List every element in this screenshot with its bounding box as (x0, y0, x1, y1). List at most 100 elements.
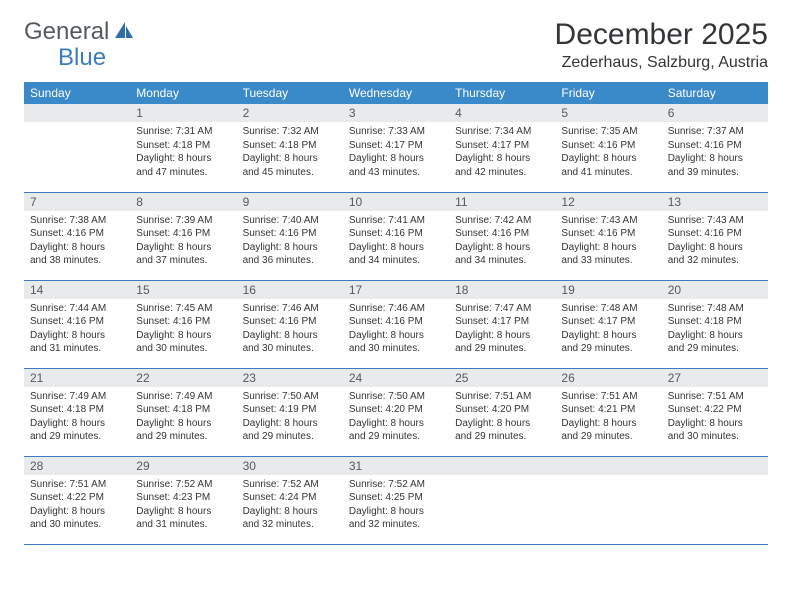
calendar-cell: 11Sunrise: 7:42 AMSunset: 4:16 PMDayligh… (449, 192, 555, 280)
day-number: 22 (130, 369, 236, 387)
day-content: Sunrise: 7:39 AMSunset: 4:16 PMDaylight:… (130, 211, 236, 272)
day-content: Sunrise: 7:31 AMSunset: 4:18 PMDaylight:… (130, 122, 236, 183)
weekday-header: Monday (130, 82, 236, 104)
location-text: Zederhaus, Salzburg, Austria (555, 54, 768, 72)
logo: General Blue (24, 18, 137, 46)
day-content: Sunrise: 7:46 AMSunset: 4:16 PMDaylight:… (237, 299, 343, 360)
calendar-cell: 6Sunrise: 7:37 AMSunset: 4:16 PMDaylight… (662, 104, 768, 192)
empty-daynum (449, 457, 555, 475)
title-block: December 2025 Zederhaus, Salzburg, Austr… (555, 18, 768, 72)
day-content: Sunrise: 7:52 AMSunset: 4:25 PMDaylight:… (343, 475, 449, 536)
calendar-cell: 25Sunrise: 7:51 AMSunset: 4:20 PMDayligh… (449, 368, 555, 456)
calendar-cell (662, 456, 768, 544)
calendar-cell: 30Sunrise: 7:52 AMSunset: 4:24 PMDayligh… (237, 456, 343, 544)
day-number: 25 (449, 369, 555, 387)
calendar-cell: 22Sunrise: 7:49 AMSunset: 4:18 PMDayligh… (130, 368, 236, 456)
calendar-row: 1Sunrise: 7:31 AMSunset: 4:18 PMDaylight… (24, 104, 768, 192)
weekday-header: Friday (555, 82, 661, 104)
calendar-cell: 7Sunrise: 7:38 AMSunset: 4:16 PMDaylight… (24, 192, 130, 280)
calendar-cell (449, 456, 555, 544)
day-number: 10 (343, 193, 449, 211)
calendar-row: 14Sunrise: 7:44 AMSunset: 4:16 PMDayligh… (24, 280, 768, 368)
calendar-cell: 8Sunrise: 7:39 AMSunset: 4:16 PMDaylight… (130, 192, 236, 280)
day-number: 20 (662, 281, 768, 299)
day-content: Sunrise: 7:38 AMSunset: 4:16 PMDaylight:… (24, 211, 130, 272)
calendar-cell: 17Sunrise: 7:46 AMSunset: 4:16 PMDayligh… (343, 280, 449, 368)
day-number: 1 (130, 104, 236, 122)
calendar-cell: 23Sunrise: 7:50 AMSunset: 4:19 PMDayligh… (237, 368, 343, 456)
day-number: 28 (24, 457, 130, 475)
calendar-cell: 24Sunrise: 7:50 AMSunset: 4:20 PMDayligh… (343, 368, 449, 456)
day-content: Sunrise: 7:37 AMSunset: 4:16 PMDaylight:… (662, 122, 768, 183)
day-number: 8 (130, 193, 236, 211)
calendar-row: 21Sunrise: 7:49 AMSunset: 4:18 PMDayligh… (24, 368, 768, 456)
calendar-cell: 31Sunrise: 7:52 AMSunset: 4:25 PMDayligh… (343, 456, 449, 544)
day-number: 18 (449, 281, 555, 299)
day-number: 12 (555, 193, 661, 211)
day-content: Sunrise: 7:49 AMSunset: 4:18 PMDaylight:… (130, 387, 236, 448)
day-content: Sunrise: 7:47 AMSunset: 4:17 PMDaylight:… (449, 299, 555, 360)
day-content: Sunrise: 7:40 AMSunset: 4:16 PMDaylight:… (237, 211, 343, 272)
calendar-cell: 2Sunrise: 7:32 AMSunset: 4:18 PMDaylight… (237, 104, 343, 192)
empty-daynum (24, 104, 130, 122)
day-number: 14 (24, 281, 130, 299)
header: General Blue December 2025 Zederhaus, Sa… (24, 18, 768, 72)
day-content: Sunrise: 7:32 AMSunset: 4:18 PMDaylight:… (237, 122, 343, 183)
day-number: 16 (237, 281, 343, 299)
day-content: Sunrise: 7:51 AMSunset: 4:22 PMDaylight:… (24, 475, 130, 536)
day-number: 21 (24, 369, 130, 387)
calendar-cell: 20Sunrise: 7:48 AMSunset: 4:18 PMDayligh… (662, 280, 768, 368)
calendar-cell: 18Sunrise: 7:47 AMSunset: 4:17 PMDayligh… (449, 280, 555, 368)
weekday-header: Tuesday (237, 82, 343, 104)
calendar-cell: 29Sunrise: 7:52 AMSunset: 4:23 PMDayligh… (130, 456, 236, 544)
calendar-cell: 12Sunrise: 7:43 AMSunset: 4:16 PMDayligh… (555, 192, 661, 280)
calendar-cell: 13Sunrise: 7:43 AMSunset: 4:16 PMDayligh… (662, 192, 768, 280)
day-content: Sunrise: 7:41 AMSunset: 4:16 PMDaylight:… (343, 211, 449, 272)
day-number: 26 (555, 369, 661, 387)
day-content: Sunrise: 7:46 AMSunset: 4:16 PMDaylight:… (343, 299, 449, 360)
day-content: Sunrise: 7:35 AMSunset: 4:16 PMDaylight:… (555, 122, 661, 183)
day-number: 6 (662, 104, 768, 122)
day-content: Sunrise: 7:48 AMSunset: 4:18 PMDaylight:… (662, 299, 768, 360)
logo-text-1: General (24, 18, 109, 46)
day-content: Sunrise: 7:49 AMSunset: 4:18 PMDaylight:… (24, 387, 130, 448)
empty-daynum (662, 457, 768, 475)
day-number: 4 (449, 104, 555, 122)
day-number: 24 (343, 369, 449, 387)
calendar-cell: 10Sunrise: 7:41 AMSunset: 4:16 PMDayligh… (343, 192, 449, 280)
calendar-body: 1Sunrise: 7:31 AMSunset: 4:18 PMDaylight… (24, 104, 768, 544)
day-content: Sunrise: 7:51 AMSunset: 4:22 PMDaylight:… (662, 387, 768, 448)
day-number: 15 (130, 281, 236, 299)
calendar-cell: 16Sunrise: 7:46 AMSunset: 4:16 PMDayligh… (237, 280, 343, 368)
weekday-header: Sunday (24, 82, 130, 104)
day-number: 13 (662, 193, 768, 211)
day-number: 29 (130, 457, 236, 475)
day-content: Sunrise: 7:33 AMSunset: 4:17 PMDaylight:… (343, 122, 449, 183)
day-content: Sunrise: 7:43 AMSunset: 4:16 PMDaylight:… (662, 211, 768, 272)
calendar-cell (555, 456, 661, 544)
day-content: Sunrise: 7:52 AMSunset: 4:24 PMDaylight:… (237, 475, 343, 536)
day-number: 7 (24, 193, 130, 211)
calendar-cell: 28Sunrise: 7:51 AMSunset: 4:22 PMDayligh… (24, 456, 130, 544)
day-number: 30 (237, 457, 343, 475)
day-number: 2 (237, 104, 343, 122)
day-number: 27 (662, 369, 768, 387)
page-title: December 2025 (555, 18, 768, 52)
calendar-cell: 3Sunrise: 7:33 AMSunset: 4:17 PMDaylight… (343, 104, 449, 192)
day-content: Sunrise: 7:34 AMSunset: 4:17 PMDaylight:… (449, 122, 555, 183)
calendar-table: SundayMondayTuesdayWednesdayThursdayFrid… (24, 82, 768, 545)
day-number: 23 (237, 369, 343, 387)
calendar-cell: 4Sunrise: 7:34 AMSunset: 4:17 PMDaylight… (449, 104, 555, 192)
day-number: 5 (555, 104, 661, 122)
calendar-cell: 19Sunrise: 7:48 AMSunset: 4:17 PMDayligh… (555, 280, 661, 368)
calendar-cell: 9Sunrise: 7:40 AMSunset: 4:16 PMDaylight… (237, 192, 343, 280)
day-content: Sunrise: 7:50 AMSunset: 4:19 PMDaylight:… (237, 387, 343, 448)
logo-text-2: Blue (58, 44, 106, 72)
day-number: 31 (343, 457, 449, 475)
calendar-cell: 26Sunrise: 7:51 AMSunset: 4:21 PMDayligh… (555, 368, 661, 456)
calendar-row: 28Sunrise: 7:51 AMSunset: 4:22 PMDayligh… (24, 456, 768, 544)
day-content: Sunrise: 7:50 AMSunset: 4:20 PMDaylight:… (343, 387, 449, 448)
weekday-header-row: SundayMondayTuesdayWednesdayThursdayFrid… (24, 82, 768, 104)
calendar-cell: 15Sunrise: 7:45 AMSunset: 4:16 PMDayligh… (130, 280, 236, 368)
empty-daynum (555, 457, 661, 475)
